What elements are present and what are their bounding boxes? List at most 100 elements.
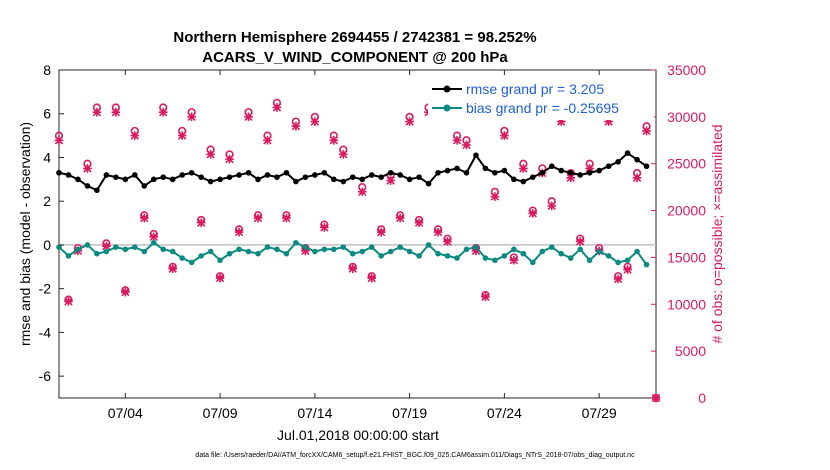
bias-point bbox=[84, 242, 91, 248]
plot-area bbox=[58, 69, 657, 399]
x-tick-label: 07/14 bbox=[297, 405, 332, 421]
bias-point bbox=[113, 244, 119, 250]
assimilated-obs-marker bbox=[642, 126, 651, 136]
assimilated-obs-marker bbox=[244, 112, 253, 122]
assimilated-obs-marker bbox=[613, 274, 623, 284]
rmse-point bbox=[188, 169, 195, 176]
assimilated-obs-marker bbox=[253, 213, 263, 223]
assimilated-obs-marker bbox=[158, 107, 168, 117]
x-axis-label: Jul.01,2018 00:00:00 start bbox=[277, 427, 439, 443]
rmse-point bbox=[141, 183, 148, 189]
rmse-point bbox=[207, 178, 214, 185]
assimilated-obs-marker bbox=[149, 232, 159, 242]
rmse-point bbox=[84, 183, 91, 189]
bias-point bbox=[548, 244, 555, 250]
chart-title-line2: ACARS_V_WIND_COMPONENT @ 200 hPa bbox=[202, 49, 508, 66]
x-tick-label: 07/24 bbox=[487, 405, 522, 421]
y-right-tick-label: 5000 bbox=[675, 343, 706, 359]
assimilated-obs-marker bbox=[196, 218, 206, 228]
rmse-point bbox=[312, 172, 318, 178]
rmse-point bbox=[482, 165, 489, 172]
rmse-point bbox=[511, 176, 517, 183]
assimilated-obs-marker bbox=[376, 227, 386, 237]
rmse-point bbox=[264, 172, 271, 178]
rmse-point bbox=[359, 176, 366, 183]
rmse-point bbox=[340, 178, 347, 185]
bias-point bbox=[368, 244, 375, 250]
bias-point bbox=[94, 250, 100, 257]
rmse-point bbox=[75, 176, 81, 183]
bias-point bbox=[539, 248, 546, 255]
bias-point bbox=[511, 246, 517, 253]
assimilated-obs-marker bbox=[556, 117, 566, 126]
assimilated-obs-marker bbox=[64, 297, 73, 306]
assimilated-obs-marker bbox=[111, 107, 121, 117]
rmse-point bbox=[378, 174, 384, 180]
bias-point bbox=[349, 250, 356, 257]
assimilated-obs-marker bbox=[414, 218, 424, 228]
rmse-point bbox=[539, 169, 546, 176]
rmse-point bbox=[492, 169, 498, 176]
assimilated-obs-marker bbox=[263, 135, 272, 145]
rmse-point bbox=[274, 174, 280, 180]
rmse-point bbox=[113, 174, 119, 180]
legend-bias-label: bias grand pr = -0.25695 bbox=[466, 100, 619, 116]
y-right-tick-label: 10000 bbox=[667, 296, 706, 312]
bias-point bbox=[264, 244, 271, 250]
rmse-point bbox=[179, 172, 185, 178]
bias-point bbox=[56, 244, 62, 250]
rmse-point bbox=[160, 174, 167, 180]
x-tick-label: 07/29 bbox=[582, 405, 617, 421]
y-left-tick-label: 8 bbox=[43, 62, 51, 78]
bias-point bbox=[150, 239, 157, 246]
y-right-tick-label: 20000 bbox=[667, 203, 706, 219]
assimilated-obs-marker bbox=[320, 223, 329, 232]
bias-point bbox=[615, 259, 621, 266]
y-right-tick-label: 15000 bbox=[667, 249, 706, 265]
rmse-point bbox=[349, 174, 356, 180]
series-layer bbox=[54, 98, 661, 403]
assimilated-obs-marker bbox=[187, 112, 196, 122]
bias-point bbox=[397, 244, 403, 250]
assimilated-obs-marker bbox=[102, 241, 111, 251]
assimilated-obs-marker bbox=[452, 135, 462, 145]
x-tick-label: 07/19 bbox=[392, 405, 427, 421]
rmse-point bbox=[444, 167, 451, 174]
rmse-point bbox=[435, 169, 441, 176]
bias-point bbox=[274, 246, 280, 253]
bias-point bbox=[65, 253, 72, 259]
bias-point bbox=[198, 253, 204, 259]
assimilated-obs-marker bbox=[215, 273, 225, 283]
y-right-tick-label: 0 bbox=[698, 390, 706, 406]
y-right-tick-label: 25000 bbox=[667, 156, 706, 172]
assimilated-obs-marker bbox=[301, 246, 310, 256]
assimilated-obs-marker bbox=[168, 264, 178, 273]
bias-point bbox=[207, 248, 214, 255]
y-right-axis-ticks: 35000 30000 25000 20000 15000 10000 5000 0 bbox=[651, 62, 706, 406]
assimilated-obs-marker bbox=[395, 213, 405, 223]
rmse-point bbox=[425, 180, 432, 187]
y-left-axis-ticks: 8 6 4 2 0 -2 -4 -6 bbox=[39, 62, 64, 384]
assimilated-obs-marker bbox=[310, 117, 320, 126]
assimilated-obs-marker bbox=[500, 131, 509, 140]
chart-title-line1: Northern Hemisphere 2694455 / 2742381 = … bbox=[173, 29, 536, 46]
bias-point bbox=[132, 244, 138, 250]
rmse-point bbox=[596, 167, 602, 174]
y-left-tick-label: 6 bbox=[43, 106, 51, 122]
bias-point bbox=[558, 250, 565, 257]
y-left-axis-label: rmse and bias (model - observation) bbox=[17, 122, 33, 346]
rmse-point bbox=[65, 172, 72, 178]
footnote: data file: /Users/raeder/DAI/ATM_forcXX/… bbox=[195, 452, 635, 459]
legend-box bbox=[428, 76, 654, 120]
bias-point bbox=[236, 246, 242, 253]
rmse-point bbox=[586, 169, 593, 176]
bias-point bbox=[302, 244, 309, 250]
rmse-point bbox=[416, 174, 422, 180]
bias-point bbox=[605, 253, 612, 259]
bias-point bbox=[122, 246, 129, 253]
bias-point bbox=[331, 246, 337, 253]
assimilated-obs-marker bbox=[357, 187, 367, 197]
assimilated-obs-marker bbox=[604, 117, 613, 126]
rmse-point bbox=[387, 169, 394, 176]
rmse-point bbox=[283, 169, 290, 176]
